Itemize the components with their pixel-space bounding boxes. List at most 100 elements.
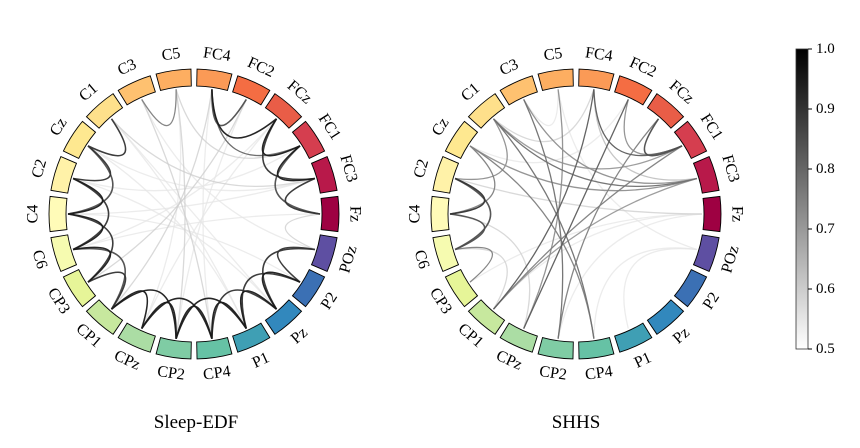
channel-segment-Fz [320,195,340,233]
connection-C6-C4 [67,213,104,251]
connection-CP3-Fz [469,213,703,283]
connection-C2-Pz [72,177,277,310]
channel-label-POz: POz [336,244,360,275]
connection-CP4-C1 [493,118,595,339]
channel-segment-CP3 [444,268,479,308]
channel-segment-FCz [264,93,303,129]
connection-C2-Cz [72,145,112,182]
channel-label-FC2: FC2 [627,54,659,81]
channel-label-C5: C5 [161,45,182,64]
channel-label-FC3: FC3 [336,153,360,184]
connection-FC3-FCz [261,118,315,181]
channel-label-FC4: FC4 [202,44,232,65]
channel-segment-POz [692,234,720,273]
connection-FC3-C4 [67,177,316,215]
connection-P2-POz [276,246,316,283]
channel-label-CP4: CP4 [202,363,232,384]
channel-label-C1: C1 [458,80,483,105]
connection-Pz-P2 [261,271,301,310]
channel-segment-C3 [117,75,156,106]
channel-label-CP2: CP2 [156,363,186,384]
connection-FCz-CPz [141,118,277,329]
channel-segment-FC3 [692,155,720,194]
channel-segment-C6 [50,234,78,273]
channel-segment-CPz [499,322,538,353]
connection-Fz-FC1 [274,145,321,215]
channel-label-C4: C4 [407,205,424,224]
channel-label-Pz: Pz [670,324,693,347]
channel-segment-FC2 [232,75,271,106]
channel-segment-C2 [50,155,78,194]
connection-C6-CP3 [454,246,494,283]
connection-P1-POz [623,247,697,329]
connection-C2-C6 [454,177,492,251]
channel-label-P2: P2 [318,289,341,312]
channel-label-FC3: FC3 [718,153,742,184]
channel-segment-FC1 [291,120,326,160]
connection-CPz-C5 [523,89,564,329]
panel-title-sleep-edf: Sleep-EDF [154,412,238,433]
channel-label-C5: C5 [543,45,564,64]
connection-CP4-Pz [211,289,278,339]
connection-C1-FC4 [493,89,595,143]
colorbar-tick-label: 0.6 [816,281,835,297]
connection-P1-Pz [239,290,278,329]
connection-C5-CP2 [175,89,186,339]
channel-segment-FC4 [196,68,233,92]
connection-Pz-POz [261,247,315,310]
channel-label-FCz: FCz [666,77,697,107]
channel-segment-Fz [702,195,722,233]
channel-segment-CP4 [196,336,233,360]
colorbar-tick-label: 0.8 [816,161,835,177]
channel-segment-FC3 [310,155,338,194]
channel-segment-C3 [499,75,538,106]
channel-label-C6: C6 [29,248,51,271]
connection-CP1-CP2 [110,289,177,339]
channel-label-CPz: CPz [111,347,142,374]
connection-P1-P2 [241,272,301,329]
connection-CP2-FCz [557,118,659,339]
connection-CP1-FC4 [493,89,595,310]
channel-segment-FC1 [673,120,708,160]
colorbar-tick-label: 1.0 [816,41,835,57]
connection-C2-Fz [454,177,703,215]
channel-label-Fz: Fz [347,206,364,222]
connection-Fz-POz [284,213,321,251]
colorbar-gradient [795,48,809,350]
connection-CP2-Fz [557,213,703,339]
connection-FC4-CP1 [111,89,213,310]
channel-label-C2: C2 [29,157,51,180]
connection-CP1-C6 [455,247,508,310]
connection-FC4-CP4 [202,89,213,339]
connection-CP1-FC3 [493,177,698,310]
channel-label-C6: C6 [411,248,433,271]
channel-segment-C4 [430,195,450,233]
connection-CP3-CP1 [87,271,127,310]
channel-label-P1: P1 [632,349,654,371]
channel-label-CP2: CP2 [538,363,568,384]
connection-FC1-C2 [72,145,301,192]
channel-segment-FCz [646,93,685,129]
connection-FC3-Cz [87,145,316,192]
channel-label-Pz: Pz [288,324,311,347]
channel-label-CP3: CP3 [426,285,455,317]
channel-label-Fz: Fz [729,206,746,222]
channel-segment-C2 [432,155,460,194]
connection-FC3-FC1 [276,145,316,182]
connection-C1-FC3 [111,118,316,188]
channel-segment-P2 [673,268,708,308]
channel-label-CPz: CPz [493,347,524,374]
channel-segment-C1 [85,93,124,129]
channel-segment-CPz [117,322,156,353]
channel-label-CP4: CP4 [584,363,614,384]
connection-Cz-FC2 [469,99,629,164]
connection-CP2-C3 [523,99,564,339]
channel-label-C4: C4 [25,205,42,224]
channel-label-P2: P2 [700,289,723,312]
channel-segment-CP3 [62,268,97,308]
connection-C3-C5 [523,89,559,127]
channel-segment-P2 [291,268,326,308]
